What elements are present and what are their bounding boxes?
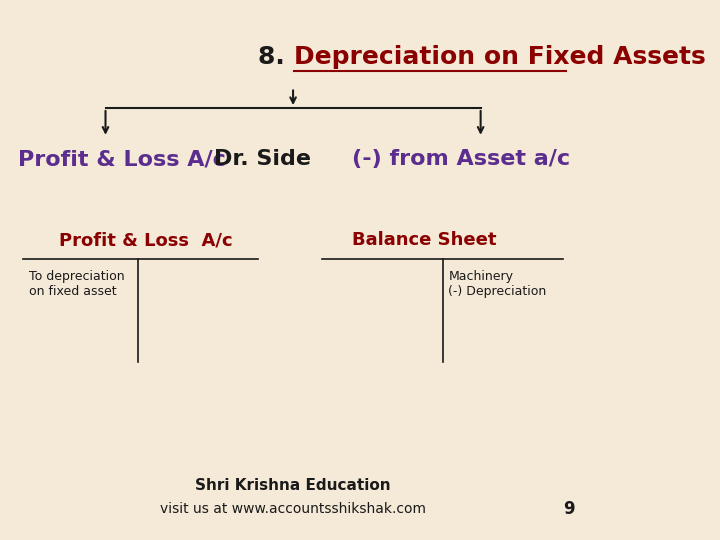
- Text: Balance Sheet: Balance Sheet: [351, 231, 496, 249]
- Text: Dr. Side: Dr. Side: [214, 149, 311, 170]
- Text: 9: 9: [563, 500, 575, 518]
- Text: To depreciation
on fixed asset: To depreciation on fixed asset: [30, 270, 125, 298]
- Text: (-) from Asset a/c: (-) from Asset a/c: [351, 149, 570, 170]
- Text: Machinery
(-) Depreciation: Machinery (-) Depreciation: [449, 270, 546, 298]
- Text: Depreciation on Fixed Assets: Depreciation on Fixed Assets: [294, 45, 706, 69]
- Text: 8.: 8.: [258, 45, 293, 69]
- Text: Shri Krishna Education: Shri Krishna Education: [195, 478, 391, 494]
- Text: visit us at www.accountsshikshak.com: visit us at www.accountsshikshak.com: [160, 502, 426, 516]
- Text: Profit & Loss A/c: Profit & Loss A/c: [17, 149, 233, 170]
- Text: Profit & Loss  A/c: Profit & Loss A/c: [58, 231, 233, 249]
